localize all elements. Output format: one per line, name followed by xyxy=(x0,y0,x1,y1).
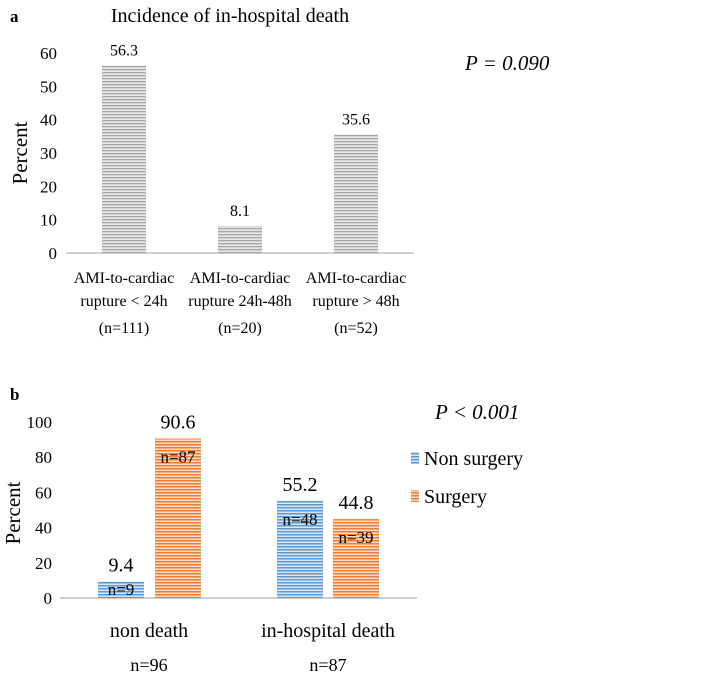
bar-non-surgery xyxy=(98,581,144,598)
p-value-annotation: P < 0.001 xyxy=(434,400,519,424)
bar-n-label: n=39 xyxy=(338,528,373,547)
x-tick-label: non death xyxy=(110,620,188,642)
y-tick-label: 50 xyxy=(40,77,57,96)
bar-surgery xyxy=(333,519,379,598)
legend-swatch xyxy=(411,452,419,464)
y-tick-label: 0 xyxy=(44,589,53,608)
y-axis-label: Percent xyxy=(1,481,25,544)
data-label: 90.6 xyxy=(161,412,196,434)
p-value-annotation: P = 0.090 xyxy=(464,51,550,75)
bar xyxy=(334,134,378,253)
panel-a: a Incidence of in-hospital death Percent 0 1… xyxy=(8,5,550,337)
y-tick-label: 20 xyxy=(35,554,52,573)
legend-label: Non surgery xyxy=(424,448,523,470)
legend-label: Surgery xyxy=(424,486,487,508)
x-tick-label-line1: AMI-to-cardiac xyxy=(74,270,174,287)
panel-label: a xyxy=(10,7,19,26)
x-tick-label-line2: rupture < 24h xyxy=(80,293,167,310)
bar-non-surgery xyxy=(277,500,323,598)
legend-swatch xyxy=(411,490,419,502)
panel-label: b xyxy=(10,385,19,404)
data-label: 35.6 xyxy=(342,111,370,128)
y-tick-label: 40 xyxy=(40,111,57,130)
x-tick-n-label: n=87 xyxy=(309,655,346,675)
x-tick-n-label: (n=52) xyxy=(334,320,378,337)
bar-n-label: n=48 xyxy=(282,510,317,529)
data-label: 56.3 xyxy=(110,42,138,59)
data-label: 44.8 xyxy=(339,492,374,514)
x-tick-n-label: n=96 xyxy=(130,655,167,675)
bar-surgery xyxy=(155,438,201,598)
x-tick-label: in-hospital death xyxy=(261,620,395,642)
x-tick-label-line2: rupture 24h-48h xyxy=(188,293,292,310)
data-label: 9.4 xyxy=(109,554,134,576)
bar xyxy=(218,226,262,253)
bar-n-label: n=9 xyxy=(108,580,135,599)
x-tick-n-label: (n=20) xyxy=(218,320,262,337)
data-label: 8.1 xyxy=(230,203,250,220)
x-tick-label-line2: rupture > 48h xyxy=(312,293,399,310)
bar xyxy=(102,65,146,253)
data-label: 55.2 xyxy=(283,474,318,496)
y-tick-label: 20 xyxy=(40,177,57,196)
y-tick-label: 40 xyxy=(35,519,52,538)
bar-n-label: n=87 xyxy=(160,448,196,467)
y-tick-label: 0 xyxy=(49,244,58,263)
x-tick-label-line1: AMI-to-cardiac xyxy=(190,270,290,287)
x-tick-n-label: (n=111) xyxy=(99,320,150,337)
y-tick-label: 100 xyxy=(27,413,53,432)
x-tick-label-line1: AMI-to-cardiac xyxy=(306,270,406,287)
panel-b: b Percent 0 20 40 60 80 100 9.4 n=9 55.2 n=48 Non su… xyxy=(1,385,523,675)
y-tick-label: 30 xyxy=(40,144,57,163)
y-axis-label: Percent xyxy=(8,121,32,184)
y-tick-label: 60 xyxy=(40,44,57,63)
y-tick-label: 80 xyxy=(35,448,52,467)
y-tick-label: 10 xyxy=(40,211,57,230)
chart-title: Incidence of in-hospital death xyxy=(111,5,349,27)
y-tick-label: 60 xyxy=(35,483,52,502)
